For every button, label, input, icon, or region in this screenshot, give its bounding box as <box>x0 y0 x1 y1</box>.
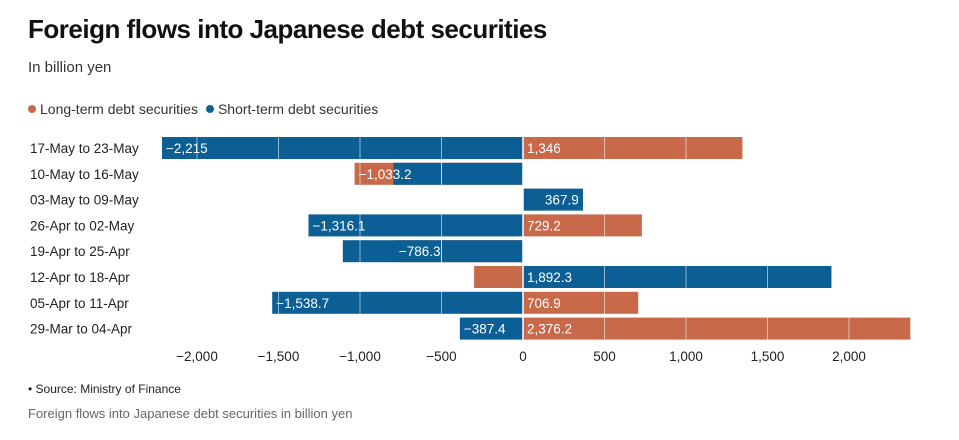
data-label: −1,033.2 <box>359 167 412 182</box>
bar-short-term <box>393 162 523 185</box>
x-tick-label: 1,000 <box>669 349 703 364</box>
data-label: −1,538.7 <box>276 296 329 311</box>
data-label: 706.9 <box>527 296 561 311</box>
bar-short-term <box>459 317 523 340</box>
data-label: −2,215 <box>166 141 208 156</box>
legend-item-short-term: Short-term debt securities <box>205 101 379 117</box>
bar-short-term <box>161 137 523 159</box>
data-label: −1,105.5 <box>219 244 272 259</box>
category-label: 05-Apr to 11-Apr <box>30 296 129 311</box>
chart-title: Foreign flows into Japanese debt securit… <box>28 14 547 44</box>
legend: Long-term debt securities Short-term deb… <box>28 101 378 117</box>
x-tick-label: −1,000 <box>339 349 381 364</box>
data-label: 367.9 <box>545 193 579 208</box>
x-tick-label: 2,000 <box>832 349 866 364</box>
x-tick-label: 500 <box>593 349 616 364</box>
legend-item-long-term: Long-term debt securities <box>28 101 198 117</box>
data-label: 2,376.2 <box>527 322 572 337</box>
category-label: 12-Apr to 18-Apr <box>30 270 130 285</box>
category-label: 29-Mar to 04-Apr <box>30 322 133 337</box>
data-label: −786.3 <box>399 244 441 259</box>
category-label: 17-May to 23-May <box>30 141 139 156</box>
data-label: −1,316.1 <box>312 218 365 233</box>
category-label: 10-May to 16-May <box>30 167 139 182</box>
bar-long-term <box>523 317 911 340</box>
bar-short-term <box>342 240 523 263</box>
bar-long-term <box>523 214 642 237</box>
data-label: −794.6 <box>229 167 271 182</box>
bar-long-term <box>523 137 743 159</box>
category-label: 26-Apr to 02-May <box>30 218 135 233</box>
bar-short-term <box>523 188 583 211</box>
data-label: 729.2 <box>527 218 561 233</box>
legend-swatch-short-term <box>205 105 214 113</box>
x-tick-label: −500 <box>426 349 456 364</box>
bar-short-term <box>308 214 523 237</box>
x-tick-label: 0 <box>519 349 527 364</box>
data-label: 1,346 <box>527 141 561 156</box>
legend-swatch-long-term <box>28 105 36 113</box>
x-tick-label: 1,500 <box>751 349 785 364</box>
x-tick-label: −2,000 <box>176 349 218 364</box>
legend-label-long-term: Long-term debt securities <box>40 101 198 117</box>
bar-long-term <box>474 266 523 288</box>
bar-long-term <box>523 291 639 314</box>
category-label: 19-Apr to 25-Apr <box>30 244 130 259</box>
data-label: 1,892.3 <box>527 270 572 285</box>
data-label: −387.4 <box>464 322 506 337</box>
bar-short-term <box>272 291 523 314</box>
chart-caption: Foreign flows into Japanese debt securit… <box>28 406 353 421</box>
category-label: 03-May to 09-May <box>30 193 139 208</box>
source-note: • Source: Ministry of Finance <box>28 382 181 396</box>
legend-label-short-term: Short-term debt securities <box>217 101 379 117</box>
x-tick-label: −1,500 <box>258 349 300 364</box>
bar-short-term <box>523 266 832 288</box>
chart-subtitle: In billion yen <box>28 59 112 76</box>
